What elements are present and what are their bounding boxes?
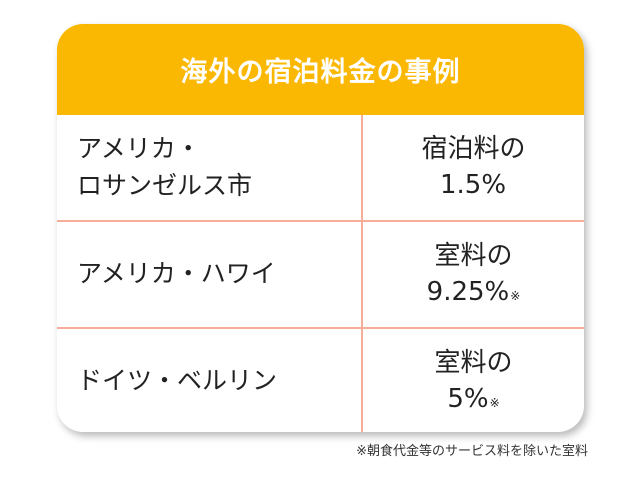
city-name-line1: ドイツ・ベルリン [77, 366, 278, 396]
table-row: アメリカ・ハワイ 室料の 9.25%※ [57, 222, 584, 329]
table-row: ドイツ・ベルリン 室料の 5%※ [57, 329, 584, 432]
rate-basis: 宿泊料の [421, 134, 526, 165]
city-cell: アメリカ・ハワイ [57, 222, 363, 327]
rate-cell: 宿泊料の 1.5% [363, 115, 584, 220]
city-name-line1: アメリカ・ハワイ [77, 259, 276, 289]
rate-value: 5% [447, 383, 489, 414]
rate-cell: 室料の 9.25%※ [363, 222, 584, 327]
rate-table: アメリカ・ ロサンゼルス市 宿泊料の 1.5% アメリカ・ハワイ 室料の 9.2… [57, 115, 584, 432]
table-row: アメリカ・ ロサンゼルス市 宿泊料の 1.5% [57, 115, 584, 222]
note-mark: ※ [510, 288, 521, 303]
rate-table-card: 海外の宿泊料金の事例 アメリカ・ ロサンゼルス市 宿泊料の 1.5% アメリカ・… [57, 24, 584, 432]
rate-basis: 室料の [434, 241, 513, 272]
city-cell: アメリカ・ ロサンゼルス市 [57, 115, 363, 220]
footnote: ※朝食代金等のサービス料を除いた室料 [356, 444, 588, 459]
rate-basis: 室料の [434, 348, 513, 379]
table-title: 海外の宿泊料金の事例 [57, 24, 584, 115]
city-name-line1: アメリカ・ [77, 134, 201, 164]
city-cell: ドイツ・ベルリン [57, 329, 363, 432]
city-name-line2: ロサンゼルス市 [77, 170, 253, 200]
rate-value: 1.5% [439, 169, 507, 200]
rate-value: 9.25% [426, 276, 510, 307]
note-mark: ※ [489, 395, 500, 410]
rate-cell: 室料の 5%※ [363, 329, 584, 432]
